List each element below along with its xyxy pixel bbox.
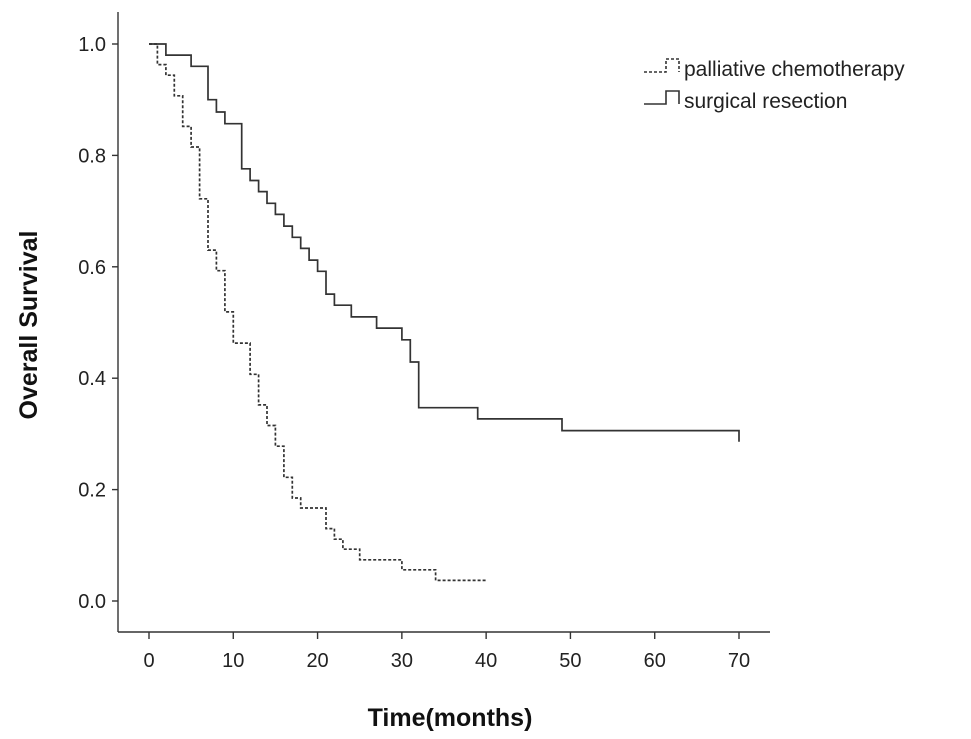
- y-tick-label: 0.4: [78, 368, 106, 390]
- series-line-palliative-chemotherapy: [149, 43, 487, 582]
- y-tick-label: 0.8: [78, 145, 106, 167]
- legend-swatch-surgical-resection: [644, 90, 680, 105]
- x-tick-label: 30: [391, 650, 413, 672]
- legend: palliative chemotherapy surgical resecti…: [644, 58, 905, 113]
- x-tick-label: 20: [306, 650, 328, 672]
- x-tick-label: 10: [222, 650, 244, 672]
- x-tick-label: 60: [644, 650, 666, 672]
- y-tick-label: 1.0: [78, 34, 106, 56]
- y-axis-title: Overall Survival: [15, 230, 43, 419]
- y-tick-label: 0.2: [78, 480, 106, 502]
- legend-label-palliative-chemotherapy: palliative chemotherapy: [684, 58, 905, 81]
- legend-swatch-palliative-chemotherapy: [644, 58, 680, 73]
- y-tick-label: 0.6: [78, 257, 106, 279]
- x-tick-label: 70: [728, 650, 750, 672]
- series-line-surgical-resection: [149, 43, 740, 442]
- series-layer: [149, 43, 740, 582]
- axes-layer: 0.0 0.2 0.4 0.6 0.8 1.0 0 10 20 30 40 50 60 70: [78, 12, 770, 672]
- x-tick-label: 40: [475, 650, 497, 672]
- x-axis-title: Time(months): [368, 704, 533, 732]
- x-tick-label: 0: [143, 650, 154, 672]
- y-tick-label: 0.0: [78, 591, 106, 613]
- x-tick-label: 50: [559, 650, 581, 672]
- legend-label-surgical-resection: surgical resection: [684, 90, 847, 113]
